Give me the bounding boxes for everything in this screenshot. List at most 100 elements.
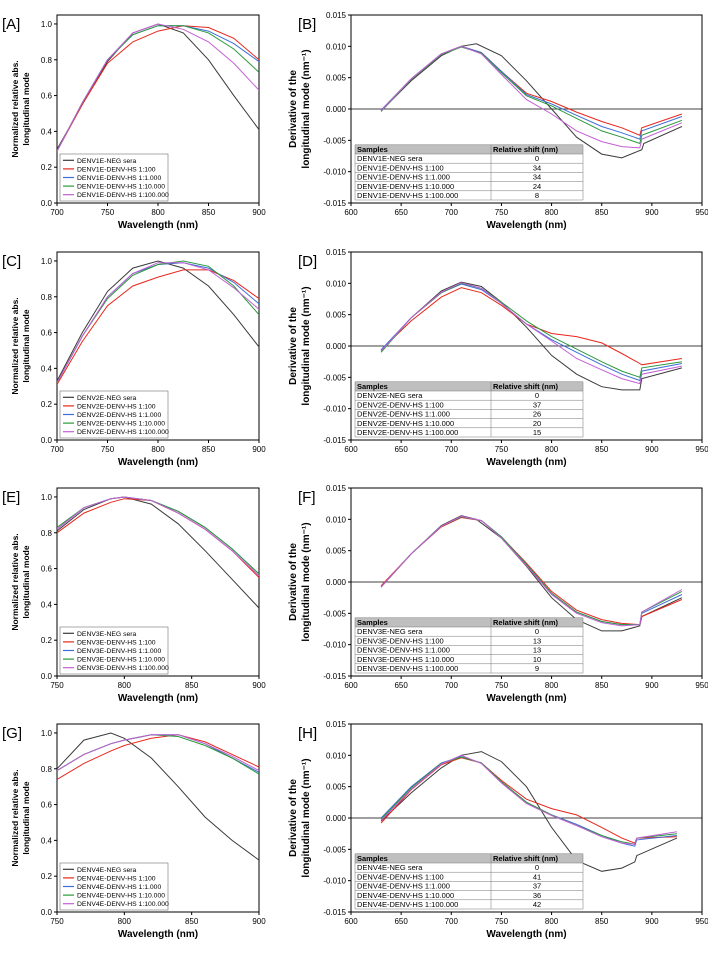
y-axis-title-line1: Normalized relative abs. (10, 769, 20, 866)
x-tick-label: 950 (695, 681, 708, 690)
legend-entry: DENV3E-DENV-HS 1:10.000 (77, 657, 165, 664)
y-tick-label: 0.6 (41, 329, 53, 338)
y-tick-label: 0.000 (326, 578, 347, 587)
legend-entry: DENV1E-DENV-HS 1:10.000 (77, 184, 165, 191)
x-tick-label: 900 (645, 208, 659, 217)
table-header-bg (355, 617, 583, 627)
x-tick-label: 800 (545, 917, 559, 926)
y-tick-label: 0.010 (326, 751, 347, 760)
series-line-2 (380, 45, 683, 136)
series-line-3 (380, 45, 683, 140)
table-cell-sample: DENV2E-DENV-HS 1:10.000 (357, 419, 454, 428)
y-tick-label: 0.000 (326, 814, 347, 823)
shift-table: Samples Relative shift (nm) DENV3E-NEG ser… (354, 617, 584, 674)
table-header-bg (355, 144, 583, 154)
x-axis-title: Wavelength (nm) (118, 693, 198, 704)
chart-panel-H: [H] 600 650 700 750 800 850 900 950 -0.015 -0.010 -… (288, 720, 708, 940)
x-tick-label: 700 (50, 208, 64, 217)
y-tick-label: 0.0 (41, 672, 53, 681)
legend-entry: DENV2E-DENV-HS 1:100.000 (77, 429, 169, 436)
series-line-1 (380, 515, 683, 632)
legend-box (59, 862, 169, 911)
y-axis-title-line2: longitudinal mode (nm⁻¹) (301, 286, 312, 405)
x-tick-label: 650 (394, 445, 408, 454)
table-header: Relative shift (nm) (493, 382, 559, 391)
y-tick-label: -0.010 (323, 405, 346, 414)
table-cell-sample: DENV4E-DENV-HS 1:1.000 (357, 882, 450, 891)
series-line-4 (380, 46, 683, 145)
chart-panel-E: [E] 750 800 850 900 0.0 0.2 0.4 0.6 0.8 1.0 Wavelen… (2, 487, 266, 704)
series-line-2 (57, 25, 259, 152)
y-tick-label: 0.015 (326, 248, 347, 257)
y-tick-label: -0.010 (323, 641, 346, 650)
y-tick-label: 0.6 (41, 92, 53, 101)
series-line-2 (380, 757, 677, 844)
y-tick-label: -0.005 (323, 136, 346, 145)
panel-label: [G] (2, 725, 22, 742)
legend-entry: DENV4E-NEG sera (77, 867, 137, 874)
x-tick-label: 850 (595, 681, 609, 690)
table-cell-shift: 42 (533, 900, 541, 909)
x-axis-title: Wavelength (nm) (486, 929, 566, 940)
chart-panel-G: [G] 750 800 850 900 0.0 0.2 0.4 0.6 0.8 1.0 Wavelen… (2, 723, 266, 940)
y-tick-label: 0.8 (41, 293, 53, 302)
chart-panel-F: [F] 600 650 700 750 800 850 900 950 -0.015 -0.010 -… (288, 484, 708, 704)
chart-panel-C: [C] 700 750 800 850 900 0.0 0.2 0.4 0.6 0.8 1.0 Wave… (2, 251, 266, 468)
chart-panel-B: [B] 600 650 700 750 800 850 900 950 -0.015 -0.010 -… (288, 11, 708, 231)
table-cell-shift: 24 (533, 182, 541, 191)
table-cell-shift: 34 (533, 173, 541, 182)
y-tick-label: 0.0 (41, 199, 53, 208)
legend-entry: DENV3E-DENV-HS 1:100 (77, 639, 156, 646)
y-tick-label: 0.0 (41, 436, 53, 445)
panel-label: [H] (298, 725, 317, 742)
series-line-1 (57, 23, 259, 150)
x-tick-label: 700 (445, 917, 459, 926)
shift-table: Samples Relative shift (nm) DENV2E-NEG ser… (354, 381, 584, 438)
table-header: Samples (357, 854, 388, 863)
table-cell-shift: 37 (533, 400, 541, 409)
table-cell-shift: 37 (533, 882, 541, 891)
table-cell-shift: 36 (533, 891, 541, 900)
x-tick-label: 800 (545, 445, 559, 454)
table-cell-shift: 0 (535, 391, 539, 400)
x-tick-label: 750 (50, 917, 64, 926)
panel-label: [A] (2, 16, 20, 33)
panel-label: [F] (298, 489, 316, 506)
x-tick-label: 800 (545, 208, 559, 217)
x-tick-label: 950 (695, 208, 708, 217)
table-header: Relative shift (nm) (493, 854, 559, 863)
x-axis-title: Wavelength (nm) (118, 220, 198, 231)
table-cell-sample: DENV2E-NEG sera (357, 391, 423, 400)
panel-label: [C] (2, 253, 21, 270)
y-tick-label: 0.005 (326, 547, 347, 556)
table-cell-sample: DENV3E-DENV-HS 1:100.000 (357, 664, 458, 673)
x-tick-label: 650 (394, 917, 408, 926)
table-cell-shift: 10 (533, 655, 541, 664)
y-tick-label: 0.4 (41, 364, 53, 373)
x-tick-label: 650 (394, 681, 408, 690)
series-line-2 (57, 269, 259, 385)
series-line-1 (380, 751, 678, 872)
table-body-bg (355, 863, 583, 909)
x-tick-label: 750 (495, 208, 509, 217)
table-header-bg (355, 381, 583, 391)
y-axis-title-line1: Derivative of the (288, 543, 299, 621)
table-cell-sample: DENV4E-DENV-HS 1:10.000 (357, 891, 454, 900)
y-tick-label: 0.6 (41, 565, 53, 574)
x-axis-title: Wavelength (nm) (118, 457, 198, 468)
legend-entry: DENV4E-DENV-HS 1:100.000 (77, 901, 169, 908)
panel-label: [E] (2, 489, 20, 506)
y-tick-label: 0.8 (41, 765, 53, 774)
x-tick-label: 850 (202, 445, 216, 454)
y-tick-label: -0.010 (323, 877, 346, 886)
y-tick-label: 1.0 (41, 729, 53, 738)
y-tick-label: 0.015 (326, 11, 347, 20)
table-body-bg (355, 391, 583, 437)
y-axis-title-line1: Derivative of the (288, 307, 299, 385)
series-line-5 (380, 282, 682, 385)
x-tick-label: 850 (185, 681, 199, 690)
series-line-4 (380, 282, 682, 378)
series-line-4 (380, 756, 677, 845)
x-axis-title: Wavelength (nm) (118, 929, 198, 940)
series-line-1 (57, 496, 259, 609)
